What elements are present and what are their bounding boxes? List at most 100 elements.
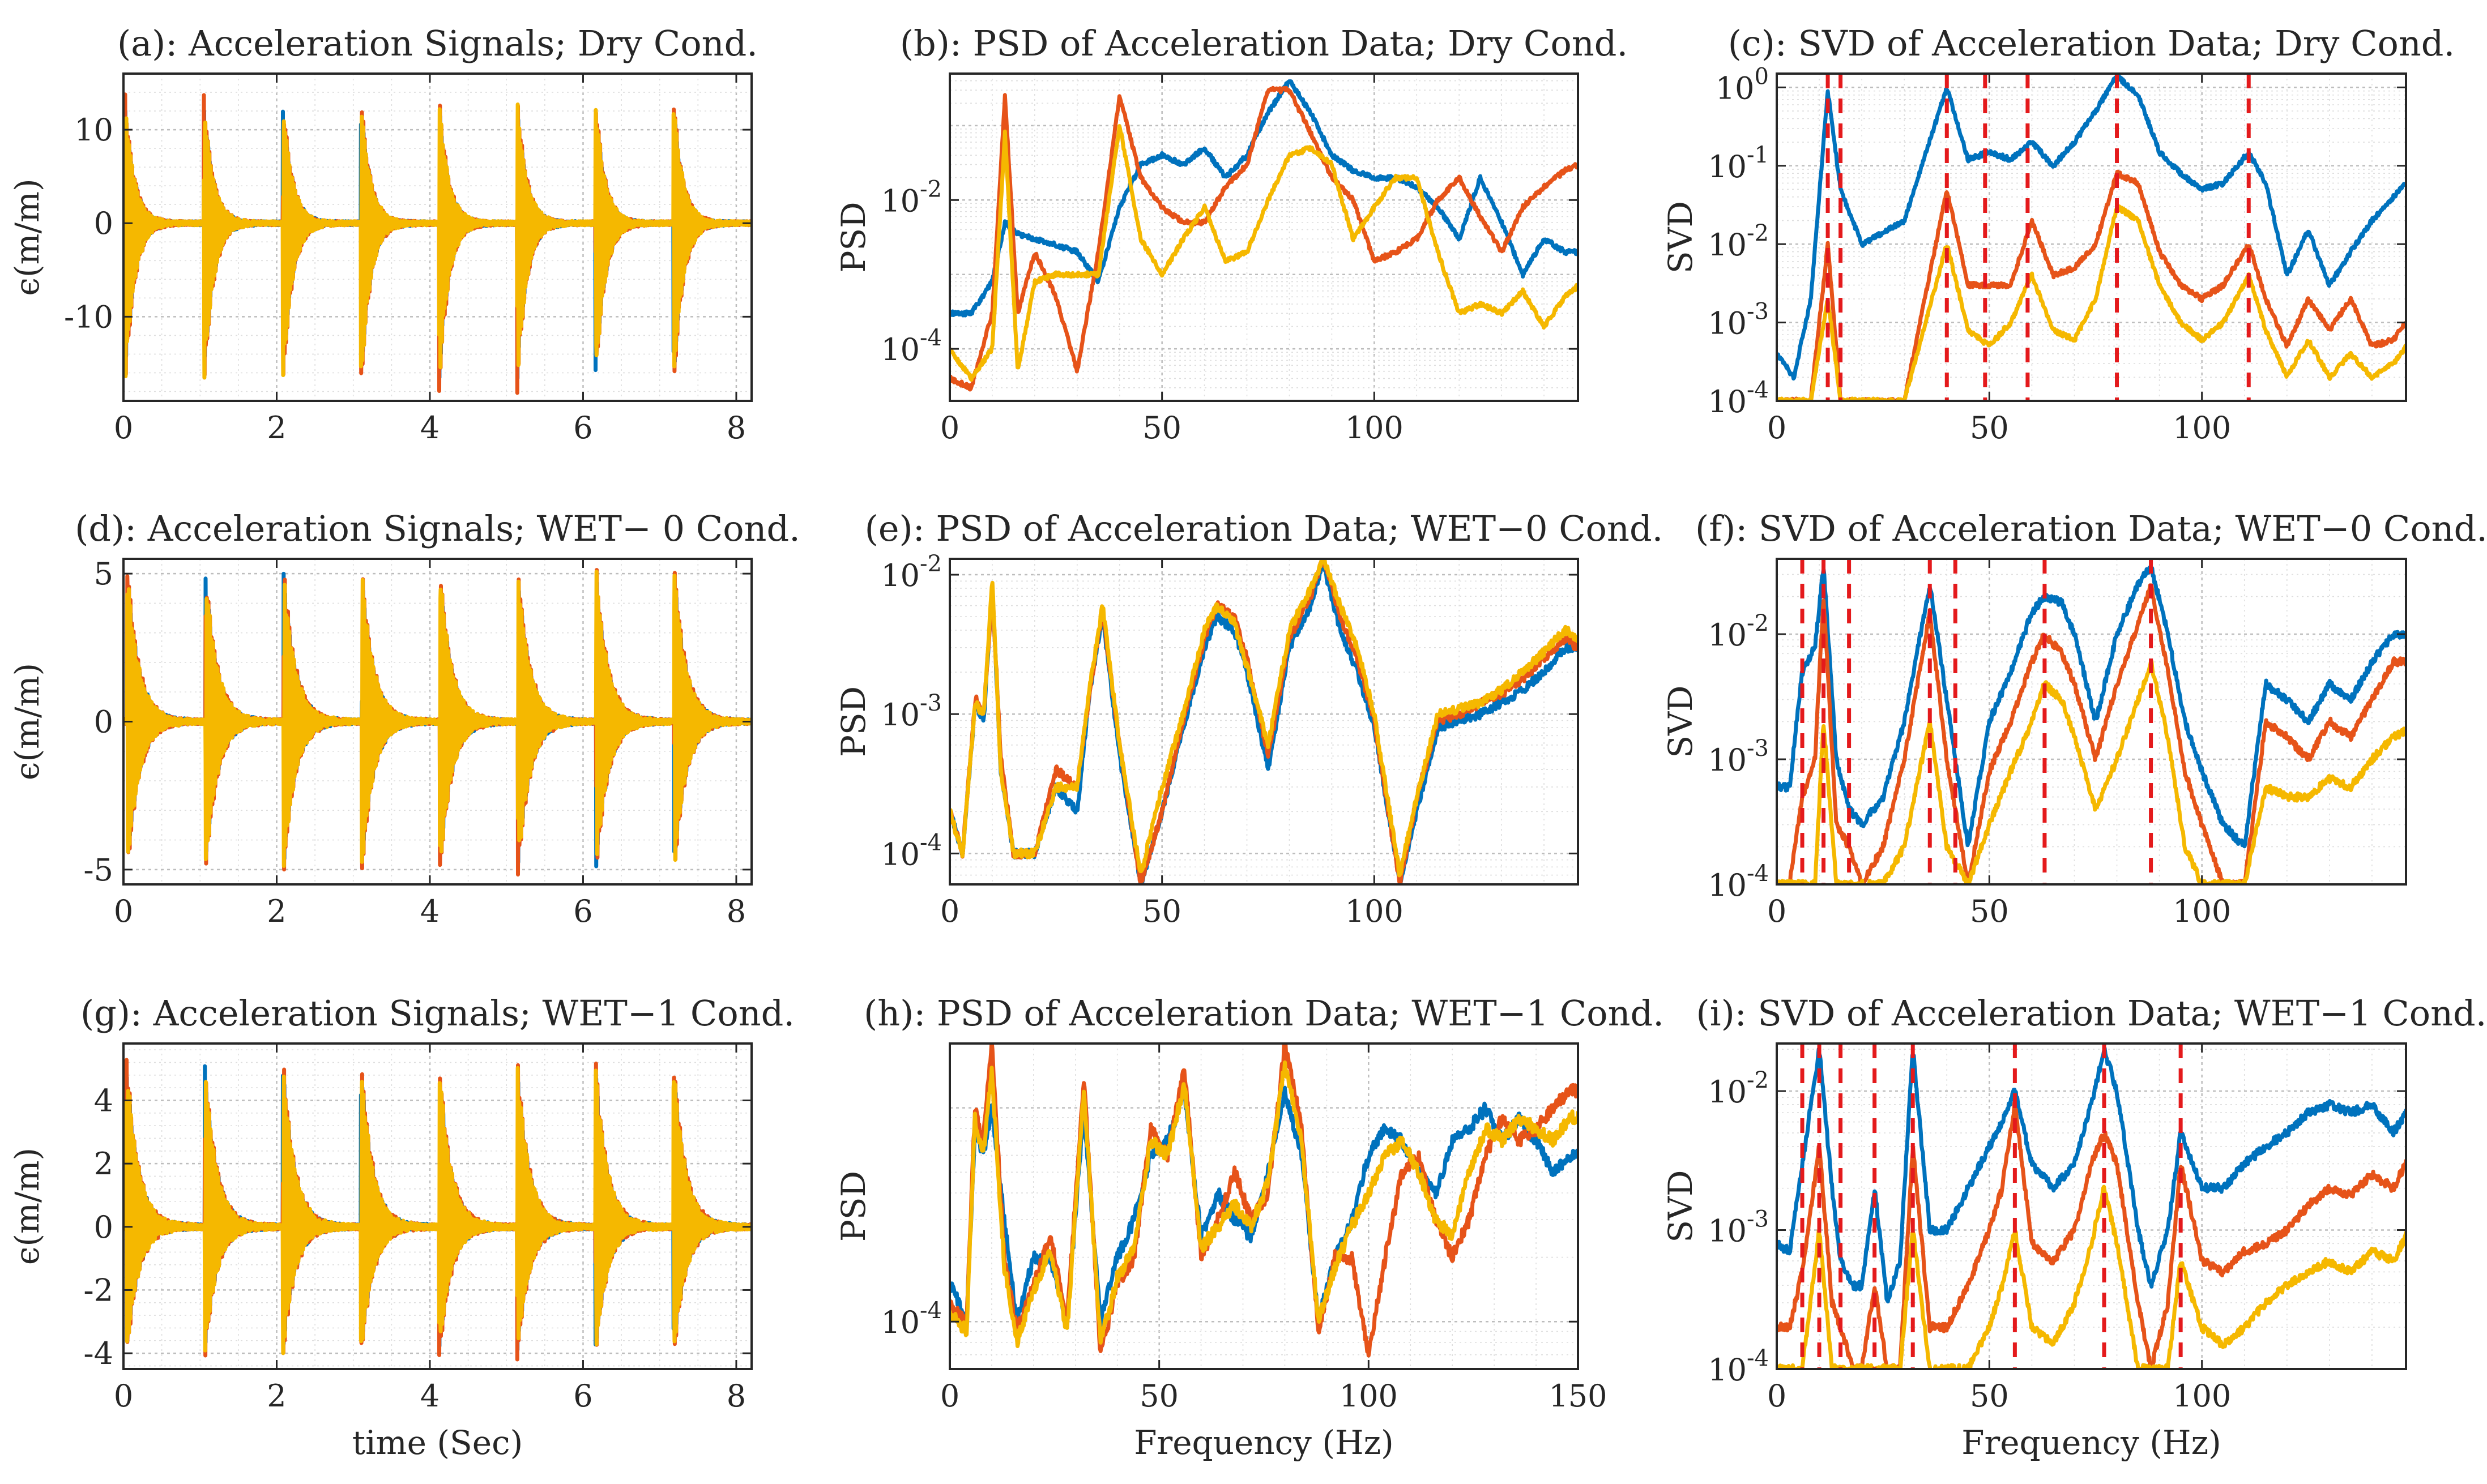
series-group (950, 1043, 1578, 1358)
y-tick-label: 10-2 (1708, 220, 1769, 263)
y-tick-label: -2 (83, 1272, 113, 1308)
x-tick-label: 50 (1142, 410, 1181, 446)
y-tick-label: 10-4 (881, 325, 942, 367)
y-tick-label: 10-4 (881, 829, 942, 872)
y-tick-label: 2 (94, 1146, 113, 1182)
axes-frame (1776, 72, 2407, 402)
x-tick-label: 2 (267, 1378, 286, 1414)
y-tick-label: 0 (94, 1209, 113, 1245)
x-tick-label: 50 (1140, 1378, 1179, 1414)
chart-title: (a): Acceleration Signals; Dry Cond. (117, 23, 758, 64)
x-tick-label: 50 (1142, 893, 1181, 929)
series-line-2 (950, 1043, 1578, 1358)
chart-title: (b): PSD of Acceleration Data; Dry Cond. (900, 23, 1628, 64)
y-tick-exponent: -3 (1747, 1207, 1769, 1233)
y-tick-label: 10-4 (1708, 377, 1769, 420)
y-tick-label: 0 (94, 704, 113, 740)
x-tick-label: 0 (1767, 893, 1786, 929)
x-tick-label: 100 (1345, 893, 1404, 929)
y-axis-label: PSD (834, 1171, 873, 1242)
chart-title: (i): SVD of Acceleration Data; WET−1 Con… (1696, 993, 2487, 1034)
y-tick-base: 10 (1716, 70, 1755, 106)
y-axis-label: SVD (1661, 1170, 1700, 1242)
panel-d: 0 2 4 6 8-505(d): Acceleration Signals; WET−… (8, 508, 800, 929)
y-tick-base: 10 (881, 836, 920, 872)
y-tick-base: 10 (1708, 742, 1747, 778)
y-tick-exponent: -2 (920, 176, 942, 202)
y-tick-base: 10 (1708, 149, 1747, 185)
y-tick-base: 10 (1708, 306, 1747, 341)
series-line-1 (1777, 1046, 2406, 1304)
grid-lines (950, 559, 1578, 884)
x-tick-label: 0 (114, 893, 133, 929)
y-tick-base: 10 (1708, 1352, 1747, 1388)
series-line-1 (950, 79, 1578, 318)
series-line-3 (1777, 203, 2406, 401)
y-tick-base: 10 (1708, 1213, 1747, 1249)
series-group (950, 79, 1578, 392)
y-tick-label: -5 (83, 852, 113, 888)
y-tick-exponent: -4 (1747, 861, 1769, 887)
panel-a: 0 2 4 6 8 -10 0 10 (a): Acceleration Signals; Dr… (8, 23, 758, 446)
y-tick-label: 10-1 (1708, 142, 1769, 185)
x-tick-label: 50 (1970, 893, 2009, 929)
x-tick-label: 0 (940, 410, 959, 446)
series-line-2 (950, 85, 1578, 392)
x-axis-label: time (Sec) (352, 1423, 523, 1462)
y-tick-label: 10-2 (881, 176, 942, 219)
y-tick-label: 5 (94, 556, 113, 592)
axes-frame (1776, 1042, 2407, 1370)
chart-title: (d): Acceleration Signals; WET− 0 Cond. (75, 508, 800, 549)
chart-title: (c): SVD of Acceleration Data; Dry Cond. (1728, 23, 2455, 64)
y-axis-label: PSD (834, 686, 873, 757)
panel-g: 0 2 4 6 8 -4 -2 0 2 4 (g): Acceleration Signals; W… (8, 993, 795, 1462)
y-axis-label: ϵ(m/m) (8, 1148, 46, 1265)
x-axis-label: Frequency (Hz) (1134, 1423, 1394, 1462)
y-tick-exponent: -4 (920, 829, 942, 856)
grid-lines (1777, 1043, 2406, 1369)
axes-frame (949, 1042, 1579, 1370)
y-tick-base: 10 (1708, 384, 1747, 420)
peak-lines (1800, 1043, 2183, 1369)
y-tick-label: 10-2 (881, 551, 942, 593)
y-tick-label: -10 (64, 299, 113, 335)
y-tick-base: 10 (881, 1305, 920, 1340)
x-tick-label: 6 (573, 1378, 592, 1414)
y-tick-label: -4 (83, 1336, 113, 1371)
x-tick-label: 0 (1767, 1378, 1786, 1414)
y-tick-exponent: -3 (920, 690, 942, 716)
x-tick-label: 4 (420, 893, 440, 929)
y-axis-label: PSD (834, 202, 873, 272)
plot-area (950, 74, 1578, 401)
y-tick-exponent: -4 (920, 325, 942, 351)
y-tick-label: 10-4 (881, 1298, 942, 1340)
y-tick-exponent: -1 (1747, 142, 1769, 168)
y-tick-label: 10-3 (881, 690, 942, 733)
x-tick-label: 8 (727, 1378, 746, 1414)
y-tick-exponent: 0 (1755, 63, 1769, 89)
y-tick-base: 10 (1708, 617, 1747, 653)
y-tick-label: 10-3 (1708, 1207, 1769, 1249)
series-line-1 (1777, 74, 2406, 381)
x-tick-label: 6 (573, 893, 592, 929)
y-tick-base: 10 (1708, 227, 1747, 263)
grid-lines (950, 1043, 1578, 1369)
series-group (123, 568, 752, 877)
x-tick-label: 50 (1970, 1378, 2009, 1414)
chart-title: (g): Acceleration Signals; WET−1 Cond. (80, 993, 795, 1034)
y-tick-base: 10 (881, 332, 920, 367)
y-tick-label: 10-4 (1708, 861, 1769, 903)
series-line-2 (1777, 583, 2406, 884)
y-tick-label: 4 (94, 1083, 113, 1118)
x-tick-label: 0 (940, 893, 959, 929)
x-tick-label: 100 (1340, 1378, 1398, 1414)
y-tick-exponent: -2 (1747, 220, 1769, 246)
series-group (950, 559, 1578, 884)
y-tick-label: 10-4 (1708, 1345, 1769, 1388)
peak-lines (1825, 74, 2251, 401)
y-tick-label: 10-3 (1708, 299, 1769, 341)
